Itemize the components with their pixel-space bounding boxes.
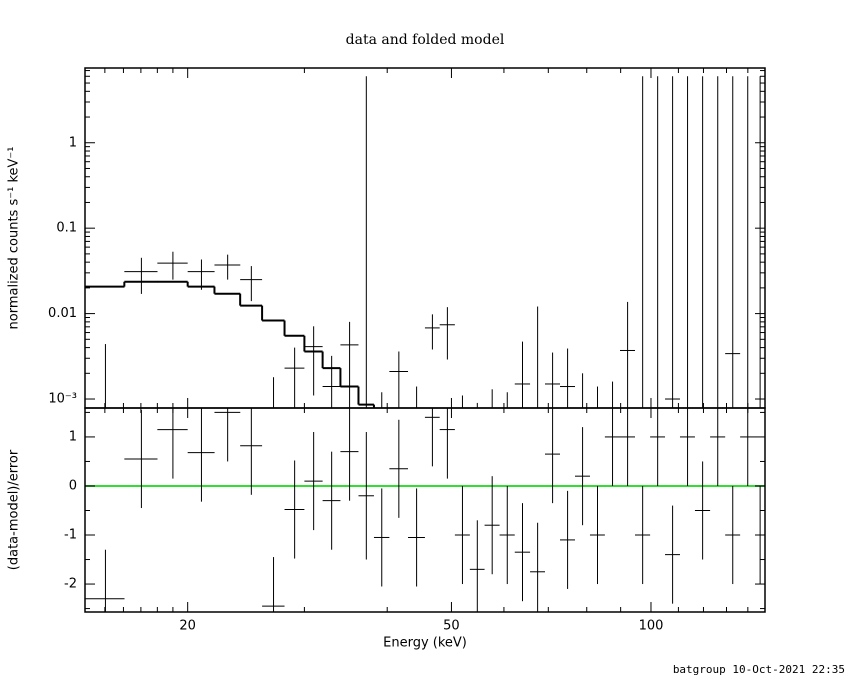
y-tick-label: 0 (69, 478, 77, 493)
y-tick-label: 1 (69, 135, 77, 150)
x-axis-label: Energy (keV) (383, 636, 467, 651)
y-tick-label: 10⁻³ (48, 392, 77, 407)
plot-area (85, 76, 761, 408)
y-tick-label: 0.1 (56, 221, 77, 236)
y-axis-label: normalized counts s⁻¹ keV⁻¹ (7, 147, 22, 330)
chart-title: data and folded model (346, 32, 505, 48)
y-tick-label: -1 (64, 528, 77, 543)
y-axis-label: (data-model)/error (7, 449, 22, 570)
axes-frame (84, 407, 766, 613)
x-tick-label: 100 (639, 619, 664, 634)
plot-area (85, 408, 765, 612)
y-tick-label: 0.01 (48, 306, 77, 321)
y-tick-label: -2 (64, 577, 77, 592)
axes-frame (84, 67, 766, 409)
x-tick-label: 50 (443, 619, 460, 634)
y-tick-label: 1 (69, 429, 77, 444)
footer: batgroup 10-Oct-2021 22:35 (673, 663, 845, 676)
x-tick-label: 20 (179, 619, 196, 634)
